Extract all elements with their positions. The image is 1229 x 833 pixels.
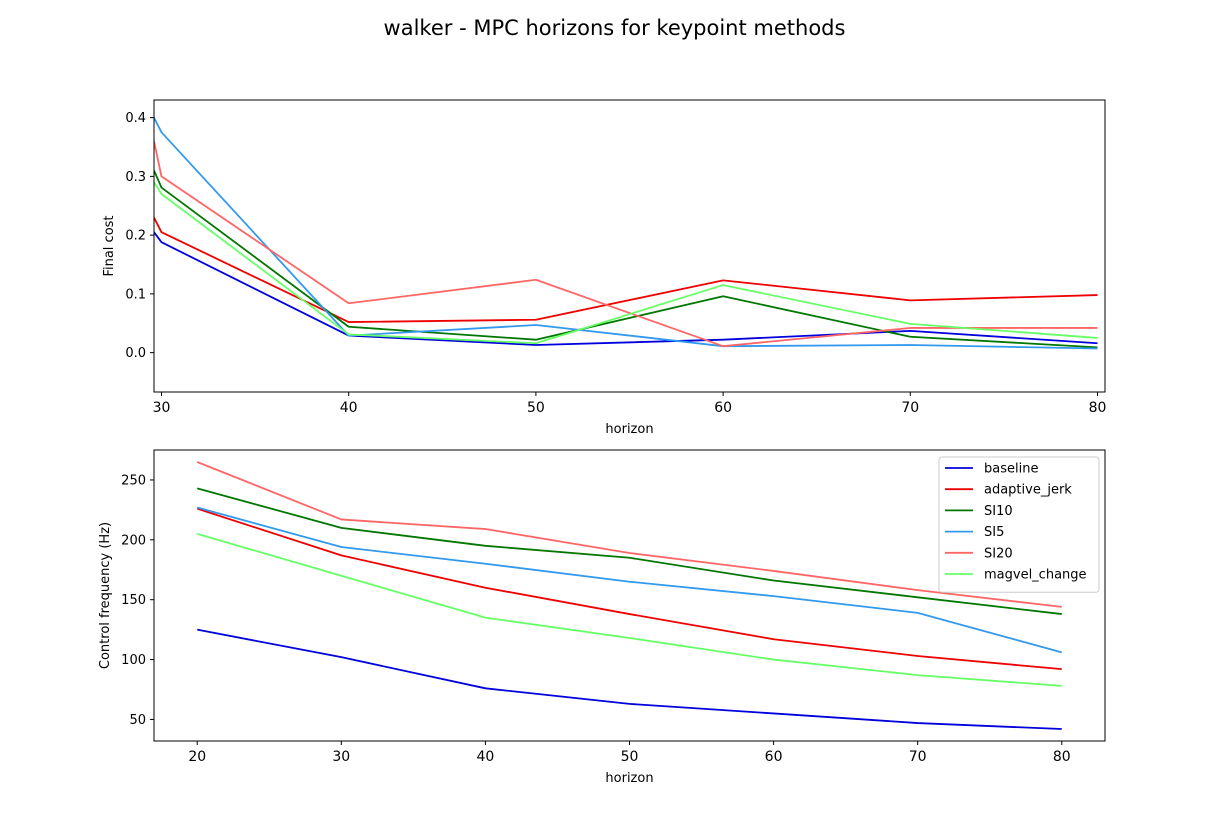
series-lines: [196, 461, 1063, 730]
series-line-adaptive-jerk: [196, 507, 1062, 671]
y-tick-label: 100: [121, 653, 146, 668]
figure-title: walker - MPC horizons for keypoint metho…: [384, 16, 846, 40]
y-tick-label: 50: [129, 713, 146, 728]
x-tick-label: 60: [714, 400, 732, 416]
series-line-baseline: [197, 628, 1062, 730]
series-line-si5: [196, 506, 1063, 654]
x-tick-label: 50: [621, 749, 639, 765]
y-axis-label: Final cost: [102, 215, 117, 276]
x-tick-label: 70: [909, 749, 927, 765]
series-line-adaptive-jerk: [154, 217, 1098, 323]
y-tick-label: 150: [121, 593, 146, 608]
y-tick-label: 200: [121, 533, 146, 548]
y-tick-label: 250: [121, 473, 146, 488]
x-tick-label: 30: [332, 749, 350, 765]
legend-label-adaptive-jerk: adaptive_jerk: [984, 483, 1072, 498]
y-tick-label: 0.0: [125, 346, 146, 361]
series-line-si5: [154, 117, 1098, 350]
series-line-magvel-change: [154, 181, 1098, 345]
x-tick-label: 30: [153, 400, 171, 416]
control-frequency-chart: 20 30 40 50 60 70 80 50 100 150 200 250 horizon Contr…: [98, 449, 1106, 786]
legend-label-magvel-change: magvel_change: [984, 568, 1087, 583]
series-line-si10: [154, 170, 1098, 349]
legend-label-baseline: baseline: [984, 462, 1038, 477]
legend-label-si10: SI10: [984, 504, 1013, 519]
axes-frame: [153, 99, 1106, 393]
legend-label-si5: SI5: [984, 525, 1004, 540]
x-tick-label: 60: [765, 749, 783, 765]
x-axis-label: horizon: [605, 771, 653, 786]
legend-box: [938, 456, 1100, 593]
x-tick-label: 20: [188, 749, 206, 765]
series-line-baseline: [154, 231, 1098, 346]
legend: baseline adaptive_jerk SI10 SI5 SI20 magvel_c…: [938, 456, 1100, 593]
legend-label-si20: SI20: [984, 546, 1013, 561]
series-line-si20: [196, 461, 1062, 608]
series-line-magvel-change: [196, 532, 1062, 687]
final-cost-chart: 30 40 50 60 70 80 0.0 0.1 0.2 0.3 0.4 horizon Final …: [102, 99, 1107, 437]
y-tick-label: 0.4: [125, 111, 146, 126]
x-tick-label: 40: [340, 400, 358, 416]
x-axis-label: horizon: [605, 422, 653, 437]
x-tick-label: 80: [1089, 400, 1107, 416]
x-tick-label: 50: [527, 400, 545, 416]
x-tick-label: 40: [476, 749, 494, 765]
series-line-si10: [196, 487, 1062, 615]
y-axis-label: Control frequency (Hz): [98, 522, 113, 669]
x-tick-label: 70: [901, 400, 919, 416]
series-lines: [154, 117, 1098, 350]
y-tick-label: 0.3: [125, 170, 146, 185]
y-tick-label: 0.2: [125, 229, 146, 244]
series-line-si20: [154, 140, 1098, 348]
y-tick-label: 0.1: [125, 287, 146, 302]
x-tick-label: 80: [1053, 749, 1071, 765]
